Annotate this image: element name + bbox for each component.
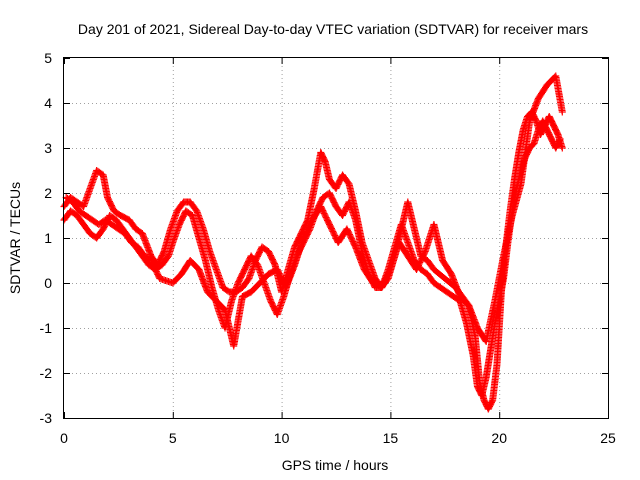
y-tick-label: 0 bbox=[44, 275, 52, 291]
data-point bbox=[558, 108, 566, 116]
y-tick-label: 2 bbox=[44, 185, 52, 201]
data-point-fill bbox=[556, 136, 564, 144]
data-point bbox=[558, 144, 566, 152]
x-tick-label: 15 bbox=[383, 430, 399, 446]
y-tick-labels: -3 -2 -1 0 1 2 3 4 5 bbox=[40, 50, 53, 426]
y-tick-label: 5 bbox=[44, 50, 52, 66]
y-tick-label: -1 bbox=[40, 320, 53, 336]
x-tick-label: 0 bbox=[60, 430, 68, 446]
y-tick-label: 1 bbox=[44, 230, 52, 246]
y-tick-label: 3 bbox=[44, 140, 52, 156]
y-tick-label: -3 bbox=[40, 410, 53, 426]
chart-title: Day 201 of 2021, Sidereal Day-to-day VTE… bbox=[78, 21, 588, 37]
x-tick-label: 25 bbox=[600, 430, 616, 446]
data-points bbox=[60, 72, 566, 413]
data-point bbox=[556, 135, 564, 143]
y-tick-label: -2 bbox=[40, 365, 53, 381]
x-tick-label: 10 bbox=[274, 430, 290, 446]
x-tick-label: 5 bbox=[169, 430, 177, 446]
x-axis-label: GPS time / hours bbox=[282, 457, 389, 473]
x-tick-label: 20 bbox=[491, 430, 507, 446]
x-tick-labels: 0 5 10 15 20 25 bbox=[60, 430, 616, 446]
plot-frame bbox=[63, 57, 609, 419]
y-axis-label: SDTVAR / TECUs bbox=[7, 182, 23, 294]
y-tick-label: 4 bbox=[44, 95, 52, 111]
